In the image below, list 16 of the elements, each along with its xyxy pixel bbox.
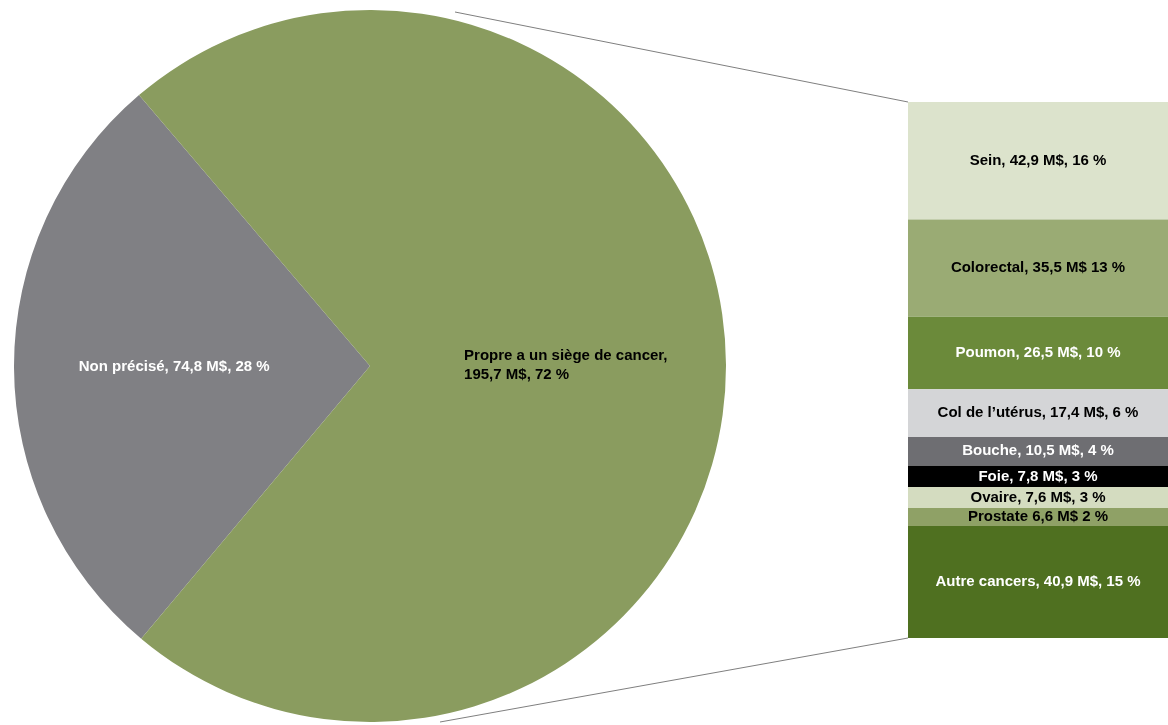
- data-label: Foie, 7,8 M$, 3 %: [978, 466, 1098, 484]
- data-label: Col de l’utérus, 17,4 M$, 6 %: [937, 403, 1139, 421]
- data-label: Prostate 6,6 M$ 2 %: [967, 507, 1109, 525]
- bar: [908, 102, 1168, 220]
- bar: [908, 525, 1168, 638]
- bar: [908, 219, 1168, 317]
- bar: [908, 316, 1168, 390]
- data-label: Ovaire, 7,6 M$, 3 %: [970, 487, 1106, 505]
- data-label: Bouche, 10,5 M$, 4 %: [962, 441, 1114, 459]
- slice-label: Propre a un siège de cancer, 195,7 M$, 72 %: [464, 345, 668, 382]
- slice-label: Non précisé, 74,8 M$, 28 %: [78, 356, 270, 374]
- data-label: Sein, 42,9 M$, 16 %: [969, 150, 1107, 168]
- data-label: Colorectal, 35,5 M$ 13 %: [950, 258, 1126, 276]
- data-label: Autre cancers, 40,9 M$, 15 %: [935, 572, 1141, 590]
- bar: [908, 389, 1168, 437]
- data-label: Poumon, 26,5 M$, 10 %: [955, 343, 1121, 361]
